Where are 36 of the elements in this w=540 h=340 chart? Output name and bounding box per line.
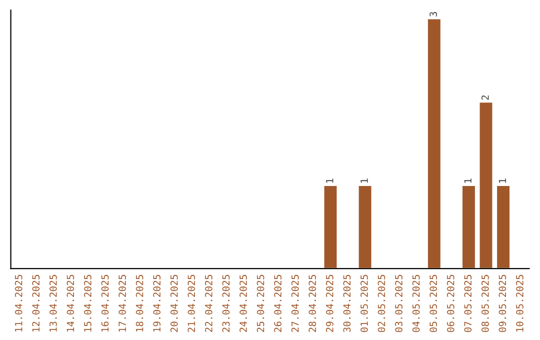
data-label: 1 — [360, 178, 368, 183]
x-tick-label: 22.04.2025 — [205, 274, 212, 332]
x-tick-label: 24.04.2025 — [240, 274, 247, 332]
x-tick-label: 20.04.2025 — [170, 274, 178, 332]
x-tick-label: 19.04.2025 — [153, 274, 161, 332]
data-label: 2 — [481, 95, 489, 100]
x-tick-label: 26.04.2025 — [274, 274, 282, 332]
x-tick-label: 05.05.2025 — [430, 274, 438, 332]
x-tick-label: 08.05.2025 — [481, 274, 489, 332]
x-tick-label: 17.04.2025 — [118, 274, 126, 332]
x-tick-label: 29.04.2025 — [326, 274, 334, 332]
x-tick-label: 28.04.2025 — [308, 274, 316, 332]
x-tick-label: 03.05.2025 — [395, 274, 402, 332]
x-tick-label: 14.04.2025 — [66, 274, 74, 332]
x-tick-label: 27.04.2025 — [291, 274, 299, 332]
data-label: 1 — [326, 178, 334, 183]
x-tick-label: 21.04.2025 — [188, 274, 196, 332]
x-tick-label: 10.05.2025 — [516, 274, 524, 332]
x-tick-label: 18.04.2025 — [136, 274, 144, 332]
x-tick-label: 09.05.2025 — [498, 274, 506, 332]
x-tick-label: 13.04.2025 — [49, 274, 57, 332]
x-tick-label: 02.05.2025 — [378, 274, 386, 332]
x-tick-label: 01.05.2025 — [360, 274, 368, 332]
x-tick-label: 25.04.2025 — [256, 274, 264, 332]
x-tick-label: 11.04.2025 — [14, 274, 22, 332]
x-tick-label: 12.04.2025 — [32, 274, 40, 332]
data-label: 1 — [464, 178, 472, 183]
x-tick-label: 04.05.2025 — [412, 274, 420, 332]
x-tick-label: 15.04.2025 — [84, 274, 92, 332]
data-label: 3 — [430, 12, 438, 16]
x-tick-label: 07.05.2025 — [464, 274, 472, 332]
data-label: 1 — [498, 178, 506, 183]
x-tick-label: 23.04.2025 — [222, 274, 230, 332]
x-tick-label: 16.04.2025 — [101, 274, 109, 332]
x-tick-label: 06.05.2025 — [446, 274, 454, 332]
x-tick-label: 30.04.2025 — [343, 274, 351, 332]
